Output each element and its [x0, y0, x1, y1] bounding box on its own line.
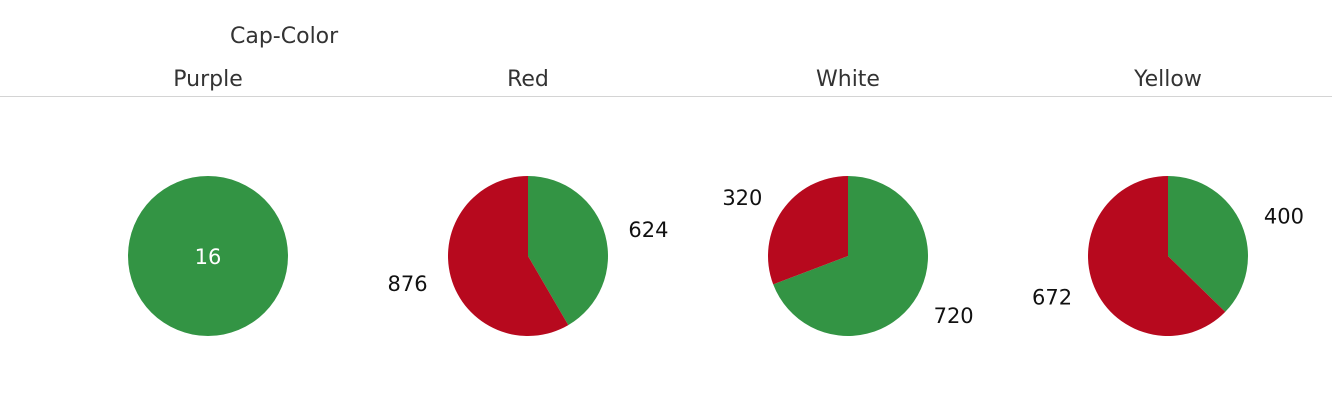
slice-value-label: 876 — [388, 272, 428, 296]
pie-panel-purple: Purple 16 — [128, 67, 288, 336]
pie-slice-red[interactable] — [768, 176, 848, 285]
column-field-title: Cap-Color — [230, 24, 339, 49]
header-divider — [0, 96, 1332, 97]
pie-panel-red: Red 624 876 — [388, 67, 668, 336]
column-header: Purple — [173, 67, 242, 92]
pie-slice-green[interactable] — [528, 176, 608, 326]
pie-slice-red[interactable] — [1088, 175, 1226, 337]
pie-slice-green[interactable] — [773, 176, 929, 337]
pie-slice-green[interactable] — [1168, 176, 1248, 312]
pie-panel-white: White 720 320 — [722, 67, 974, 337]
slice-value-label: 400 — [1264, 205, 1304, 229]
column-header: Yellow — [1133, 67, 1202, 92]
column-header: Red — [507, 67, 549, 92]
column-header: White — [816, 67, 880, 92]
pie-panel-yellow: Yellow 400 672 — [1032, 67, 1304, 337]
slice-value-label: 624 — [628, 218, 668, 242]
slice-value-label: 720 — [934, 304, 974, 328]
pie-slice-green[interactable] — [128, 176, 288, 336]
slice-value-label: 320 — [722, 186, 762, 210]
slice-value-label: 16 — [195, 245, 222, 269]
slice-value-label: 672 — [1032, 285, 1072, 309]
pie-slice-red[interactable] — [447, 176, 569, 336]
